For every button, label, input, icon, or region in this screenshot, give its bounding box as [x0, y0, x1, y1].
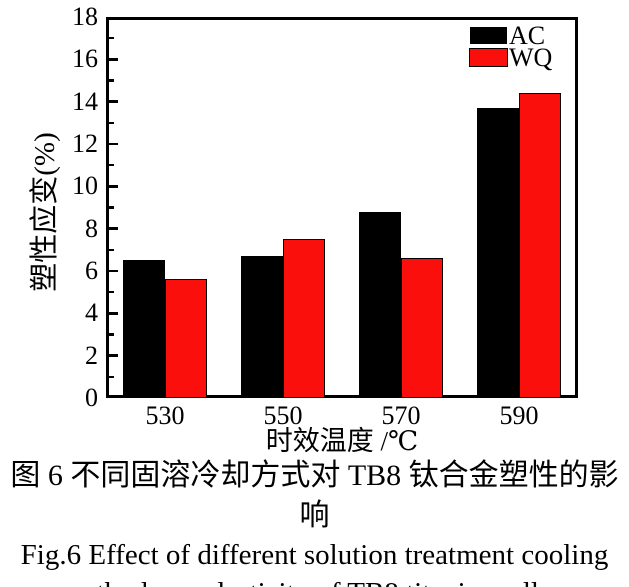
- y-tick-label-14: 14: [72, 86, 98, 116]
- legend-swatch-ac: [470, 27, 507, 44]
- bar-ac-550: [241, 256, 283, 398]
- bar-ac-530: [123, 260, 165, 398]
- y-tick-label-12: 12: [72, 129, 98, 158]
- y-minor-tick: [109, 121, 114, 125]
- legend-swatch-wq: [469, 48, 508, 67]
- y-minor-tick: [109, 206, 114, 209]
- y-tick-label-18: 18: [72, 2, 98, 31]
- y-minor-tick: [109, 163, 114, 167]
- y-minor-tick: [109, 375, 114, 379]
- bar-wq-570: [401, 258, 443, 398]
- x-tick-label-570: 570: [381, 401, 421, 430]
- y-major-tick: [109, 312, 118, 315]
- y-tick-label-16: 16: [72, 44, 98, 74]
- x-axis-title: 时效温度 /℃: [265, 426, 419, 456]
- bar-wq-550: [283, 239, 325, 398]
- y-minor-tick: [109, 79, 114, 82]
- y-minor-tick: [109, 248, 114, 252]
- legend-item-ac: AC: [470, 21, 552, 50]
- figure-caption: 图 6 不同固溶冷却方式对 TB8 钛合金塑性的影响 Fig.6 Effect …: [0, 456, 629, 587]
- y-minor-tick: [109, 333, 114, 336]
- y-tick-label-2: 2: [85, 340, 98, 370]
- y-major-tick: [109, 269, 118, 273]
- caption-chinese: 图 6 不同固溶冷却方式对 TB8 钛合金塑性的影响: [10, 459, 619, 532]
- legend: AC WQ: [469, 21, 553, 72]
- x-tick-label-530: 530: [145, 401, 185, 430]
- y-major-tick: [109, 354, 118, 357]
- bar-ac-590: [477, 108, 519, 398]
- y-major-tick: [109, 142, 118, 146]
- y-major-tick: [109, 100, 118, 103]
- caption-english-line1: Fig.6 Effect of different solution treat…: [20, 539, 609, 571]
- y-minor-tick: [109, 290, 114, 294]
- y-major-tick: [109, 227, 118, 230]
- y-tick-label-10: 10: [72, 171, 98, 201]
- legend-item-wq: WQ: [469, 43, 553, 72]
- y-tick-label-0: 0: [85, 383, 98, 412]
- bar-ac-570: [359, 211, 401, 398]
- y-major-tick: [109, 185, 118, 188]
- bar-wq-530: [165, 279, 207, 398]
- y-tick-label-6: 6: [85, 256, 98, 285]
- x-tick-label-590: 590: [499, 401, 539, 430]
- y-tick-label-4: 4: [85, 298, 98, 328]
- bar-wq-590: [519, 93, 561, 398]
- y-major-tick: [109, 58, 118, 61]
- y-minor-tick: [109, 36, 114, 40]
- y-tick-label-8: 8: [85, 213, 98, 243]
- legend-label-wq: WQ: [509, 43, 553, 72]
- legend-label-ac: AC: [509, 21, 546, 50]
- x-tick-label-550: 550: [263, 401, 303, 430]
- caption-english-line2: methods on plasticity of TB8 titanium al…: [0, 574, 629, 587]
